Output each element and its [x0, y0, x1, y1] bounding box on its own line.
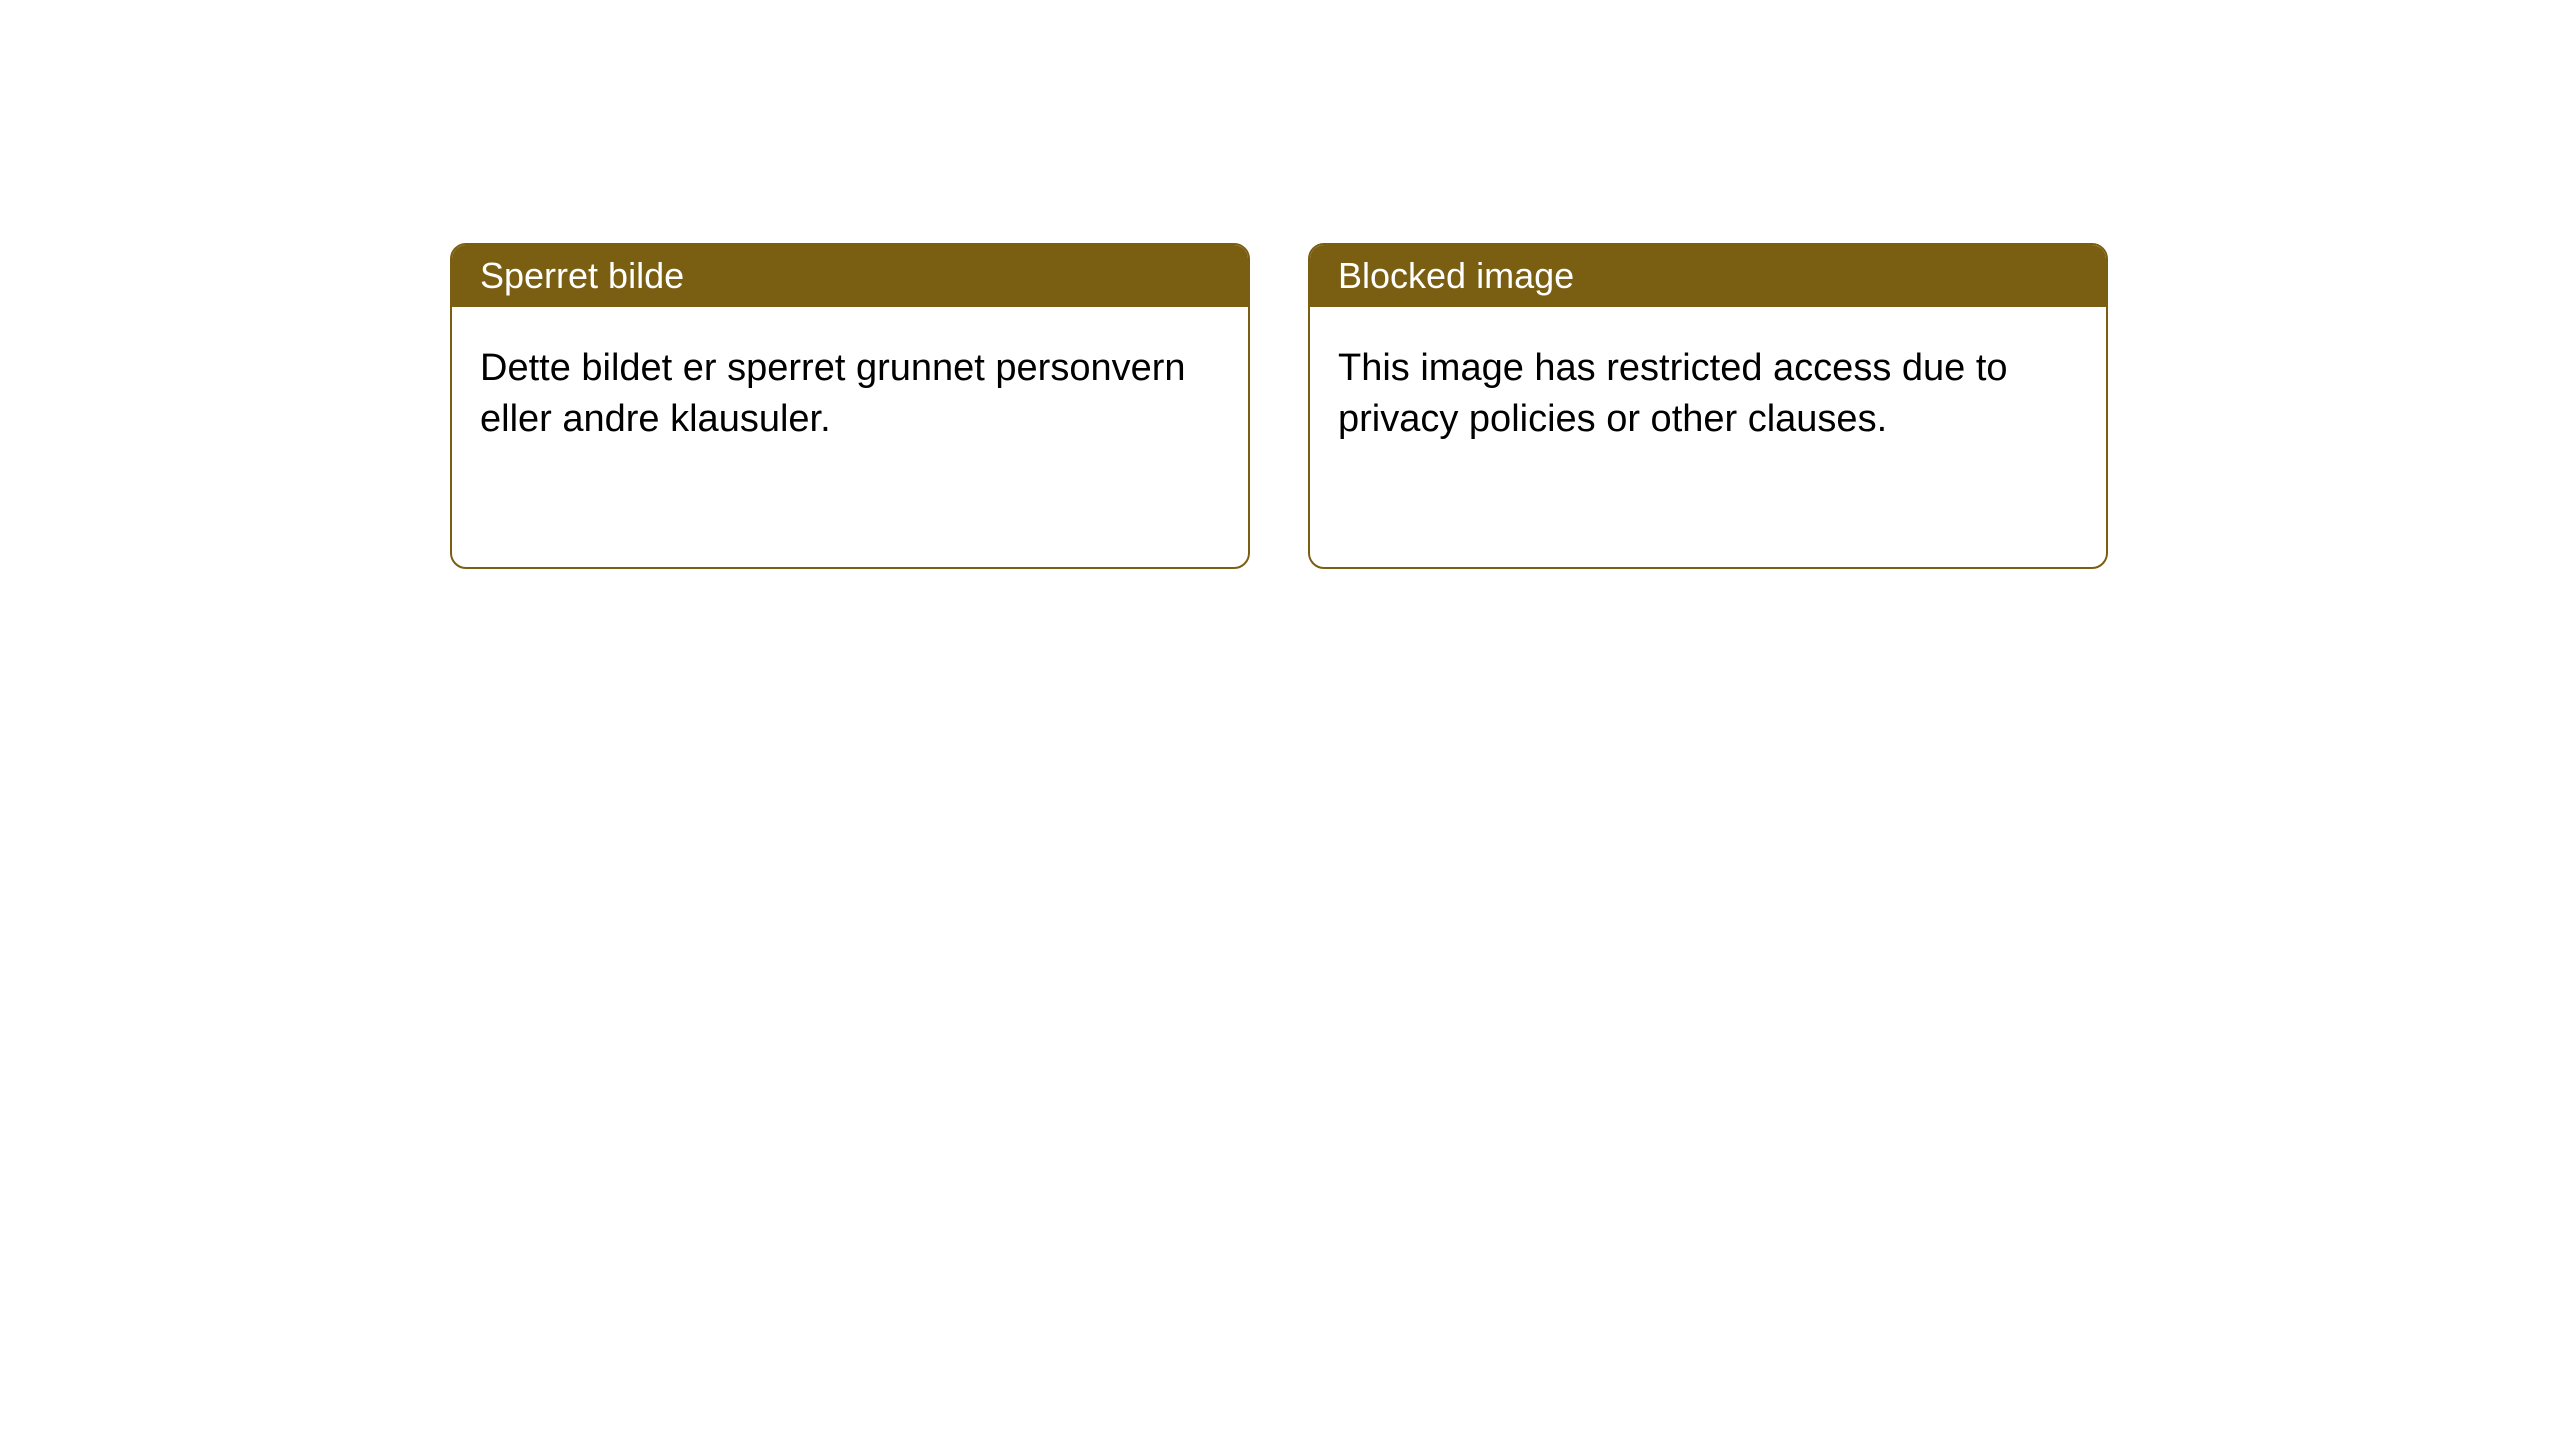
notice-card-text: Dette bildet er sperret grunnet personve…	[480, 347, 1186, 440]
notice-card-title: Sperret bilde	[480, 255, 684, 296]
notice-card-body: Dette bildet er sperret grunnet personve…	[452, 307, 1248, 567]
notice-cards-container: Sperret bilde Dette bildet er sperret gr…	[450, 243, 2108, 569]
notice-card-header: Blocked image	[1310, 245, 2106, 307]
notice-card-norwegian: Sperret bilde Dette bildet er sperret gr…	[450, 243, 1250, 569]
notice-card-body: This image has restricted access due to …	[1310, 307, 2106, 567]
notice-card-title: Blocked image	[1338, 255, 1574, 296]
notice-card-english: Blocked image This image has restricted …	[1308, 243, 2108, 569]
notice-card-header: Sperret bilde	[452, 245, 1248, 307]
notice-card-text: This image has restricted access due to …	[1338, 347, 2008, 440]
